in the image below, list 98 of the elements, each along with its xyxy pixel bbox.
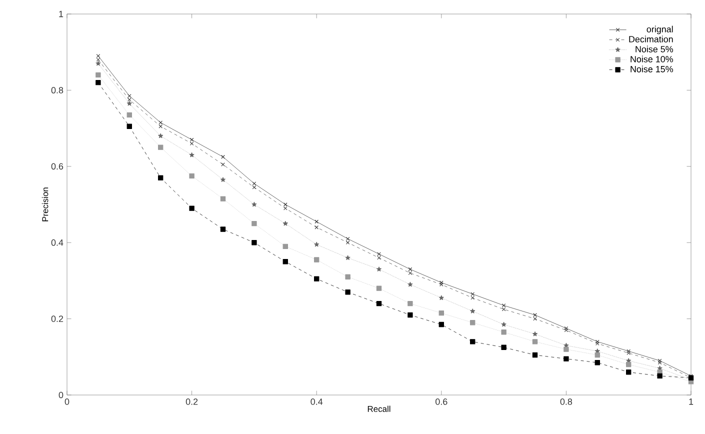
- point: [408, 267, 412, 272]
- point: [501, 330, 506, 335]
- point: [594, 352, 600, 358]
- point: [594, 360, 600, 366]
- point: [377, 252, 381, 256]
- point: [470, 320, 476, 326]
- x-axis-title: Recall: [368, 406, 390, 412]
- y-tick-label: 0.4: [51, 239, 64, 246]
- point: [126, 124, 132, 129]
- point: [408, 271, 412, 275]
- x-tick-label: 0.4: [310, 398, 323, 405]
- legend-label: orignal: [646, 26, 673, 34]
- point: [438, 295, 444, 300]
- point: [501, 322, 506, 327]
- point: [158, 175, 164, 180]
- point: [408, 282, 413, 287]
- point: [96, 58, 100, 62]
- point: [346, 236, 350, 241]
- point: [96, 72, 101, 78]
- point: [252, 182, 256, 186]
- point: [314, 242, 320, 247]
- point: [158, 120, 163, 125]
- y-tick-label: 0.6: [51, 163, 64, 170]
- point: [376, 300, 382, 306]
- point: [345, 274, 350, 280]
- x-tick-label: 0.6: [436, 398, 448, 405]
- point: [532, 339, 538, 344]
- point: [408, 312, 413, 318]
- point: [438, 322, 444, 328]
- legend-label: Noise 5%: [636, 46, 674, 52]
- point: [158, 124, 163, 128]
- point: [533, 313, 537, 317]
- point: [376, 286, 382, 291]
- point: [314, 225, 319, 230]
- point: [252, 220, 257, 226]
- point: [502, 304, 506, 308]
- legend-label: Noise 15%: [630, 66, 674, 72]
- point: [532, 331, 538, 336]
- point: [408, 300, 413, 306]
- x-tick-label: 1: [689, 398, 694, 405]
- point: [438, 310, 444, 316]
- point: [158, 144, 164, 150]
- point: [220, 196, 226, 202]
- point: [252, 202, 257, 207]
- point: [345, 290, 350, 295]
- point: [220, 226, 226, 232]
- point: [189, 173, 194, 179]
- y-tick-label: 0: [58, 392, 64, 398]
- point: [189, 206, 194, 211]
- point: [190, 138, 194, 142]
- x-tick-label: 0.2: [186, 398, 198, 405]
- point: [626, 362, 632, 368]
- point: [470, 292, 475, 296]
- point: [626, 370, 632, 375]
- point: [221, 162, 225, 166]
- point: [502, 307, 506, 312]
- point: [221, 154, 225, 159]
- point: [564, 346, 569, 352]
- point: [501, 344, 506, 350]
- point: [377, 256, 381, 260]
- y-tick-label: 1: [59, 10, 64, 18]
- point: [470, 339, 476, 344]
- point: [220, 177, 226, 182]
- point: [96, 80, 101, 86]
- point: [532, 352, 538, 358]
- point: [96, 60, 101, 66]
- point: [346, 240, 350, 245]
- point: [127, 98, 132, 102]
- point: [126, 112, 132, 118]
- legend-label: Noise 10%: [630, 56, 674, 62]
- point: [376, 266, 382, 272]
- point: [158, 133, 164, 138]
- point: [283, 206, 288, 210]
- point: [314, 220, 319, 224]
- point: [470, 296, 475, 300]
- y-tick-label: 0.8: [51, 87, 64, 94]
- point: [282, 259, 288, 264]
- point: [190, 142, 194, 146]
- point: [252, 185, 256, 190]
- x-tick-label: 0: [64, 398, 70, 405]
- y-tick-label: 0.2: [51, 316, 64, 322]
- point: [283, 202, 288, 206]
- x-tick-label: 0.8: [560, 398, 572, 405]
- point: [564, 356, 569, 362]
- point: [657, 373, 662, 379]
- point: [126, 100, 132, 106]
- point: [345, 255, 350, 260]
- y-axis-title: Precision: [42, 188, 48, 222]
- point: [314, 276, 320, 282]
- point: [533, 316, 537, 321]
- point: [252, 240, 257, 246]
- point: [127, 94, 132, 98]
- legend-label: Decimation: [629, 36, 673, 42]
- point: [282, 244, 288, 249]
- point: [314, 257, 320, 262]
- point: [470, 308, 476, 314]
- point: [189, 152, 194, 158]
- point: [282, 220, 288, 226]
